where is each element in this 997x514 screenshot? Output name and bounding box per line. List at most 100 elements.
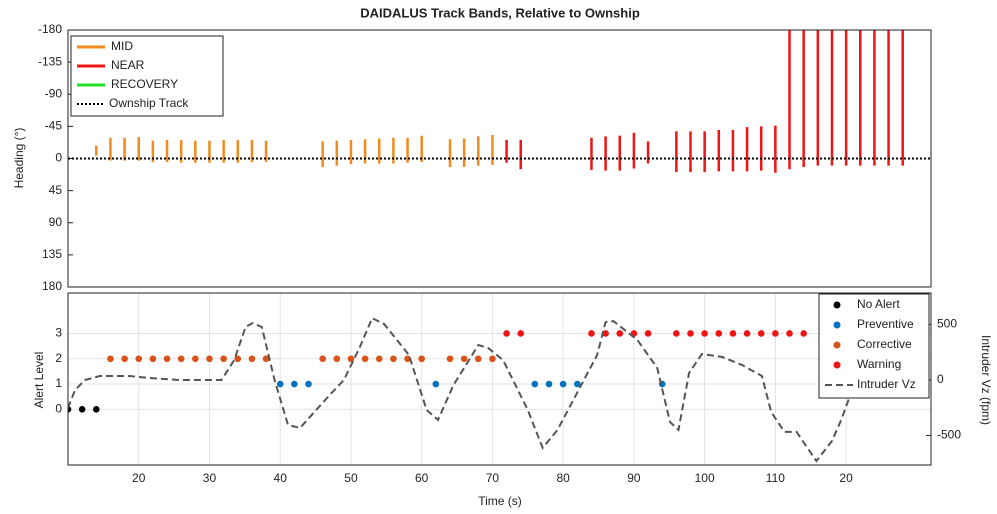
dot	[574, 380, 581, 388]
dot	[192, 355, 199, 363]
x-tick-label: 20	[132, 471, 146, 485]
dot	[786, 330, 793, 337]
dot	[276, 380, 284, 388]
dot	[772, 330, 779, 337]
legend-swatch	[833, 361, 841, 369]
x-tick-label: 90	[627, 471, 641, 485]
legend-label: Warning	[857, 357, 901, 371]
dot	[404, 355, 411, 363]
y-tick-label: 1	[55, 376, 62, 390]
dot	[107, 355, 114, 363]
x-tick-label: 30	[203, 471, 217, 485]
dot	[757, 330, 765, 337]
dot	[503, 330, 510, 337]
legend-box	[70, 35, 224, 117]
dot	[220, 355, 227, 363]
legend-swatch	[833, 341, 841, 349]
dot	[291, 380, 298, 388]
dot	[715, 330, 723, 337]
dot	[517, 330, 525, 337]
legend-label: MID	[111, 39, 133, 53]
dot	[248, 355, 256, 363]
chart-title: DAIDALUS Track Bands, Relative to Ownshi…	[360, 5, 640, 20]
dot	[149, 355, 157, 363]
y-tick-label: 2	[55, 351, 62, 365]
y2-tick-label: 500	[937, 317, 957, 331]
legend-label: Intruder Vz	[857, 377, 916, 391]
dot	[545, 380, 553, 388]
legend-label: NEAR	[111, 58, 145, 72]
dot	[361, 355, 369, 363]
dot	[800, 330, 807, 337]
dot	[616, 330, 624, 337]
y-axis-label: Alert Level	[32, 352, 46, 409]
x-tick-label: 80	[556, 471, 570, 485]
dot	[121, 355, 128, 363]
x-tick-label: 60	[415, 471, 429, 485]
dot	[531, 380, 539, 388]
dot	[644, 330, 652, 337]
plot-area	[68, 30, 931, 173]
legend-label: Corrective	[857, 337, 912, 351]
dot	[446, 355, 454, 363]
dot	[743, 330, 751, 337]
dot	[474, 355, 482, 363]
y2-axis-label: Intruder Vz (fpm)	[979, 335, 993, 425]
legend-label: Ownship Track	[109, 96, 189, 110]
dot	[92, 406, 100, 413]
legend-label: No Alert	[857, 297, 900, 311]
x-tick-label: 70	[486, 471, 500, 485]
y-tick-label: 45	[49, 183, 63, 197]
x-tick-label: 40	[274, 471, 288, 485]
legend-label: Preventive	[857, 317, 914, 331]
dot	[333, 355, 341, 363]
y-tick-label: -135	[38, 54, 62, 68]
x-tick-label: 100	[695, 471, 715, 485]
x-tick-label: 110	[766, 471, 785, 485]
y-tick-label: -180	[38, 22, 62, 36]
dot	[135, 355, 143, 363]
dot	[418, 355, 425, 363]
legend-swatch	[833, 321, 841, 329]
axes-frame	[67, 29, 932, 288]
axes-frame	[67, 292, 932, 466]
dot	[234, 355, 242, 363]
y-tick-label: -45	[45, 119, 63, 133]
x-axis-label: Time (s)	[478, 494, 522, 508]
dot	[390, 355, 397, 363]
dot	[163, 355, 171, 363]
legend-label: RECOVERY	[111, 77, 178, 91]
y-tick-label: -90	[45, 86, 63, 100]
legend-swatch	[833, 301, 841, 309]
y-tick-label: 0	[55, 151, 62, 165]
x-tick-label: 20	[839, 471, 853, 485]
dot	[588, 330, 595, 337]
x-tick-label: 50	[344, 471, 358, 485]
dot	[687, 330, 694, 337]
dot	[673, 330, 680, 337]
plot-area	[68, 316, 928, 463]
dot	[375, 355, 383, 363]
dot	[262, 355, 270, 363]
dot	[559, 380, 567, 388]
dot	[729, 330, 737, 337]
dot	[701, 330, 708, 337]
y2-tick-label: -500	[937, 428, 961, 442]
dot	[305, 380, 312, 388]
y-axis-label: Heading (°)	[12, 128, 26, 189]
line	[68, 316, 928, 463]
y-tick-label: 90	[49, 215, 63, 229]
dot	[432, 380, 440, 388]
y-tick-label: 135	[42, 247, 62, 261]
dot	[177, 355, 185, 363]
y-tick-label: 3	[55, 326, 62, 340]
dot	[319, 355, 326, 363]
dot	[78, 406, 86, 413]
y-tick-label: 180	[42, 279, 62, 293]
y2-tick-label: 0	[937, 372, 944, 386]
dot	[489, 355, 496, 363]
dot	[206, 355, 213, 363]
y-tick-label: 0	[55, 402, 62, 416]
dot	[460, 355, 468, 363]
